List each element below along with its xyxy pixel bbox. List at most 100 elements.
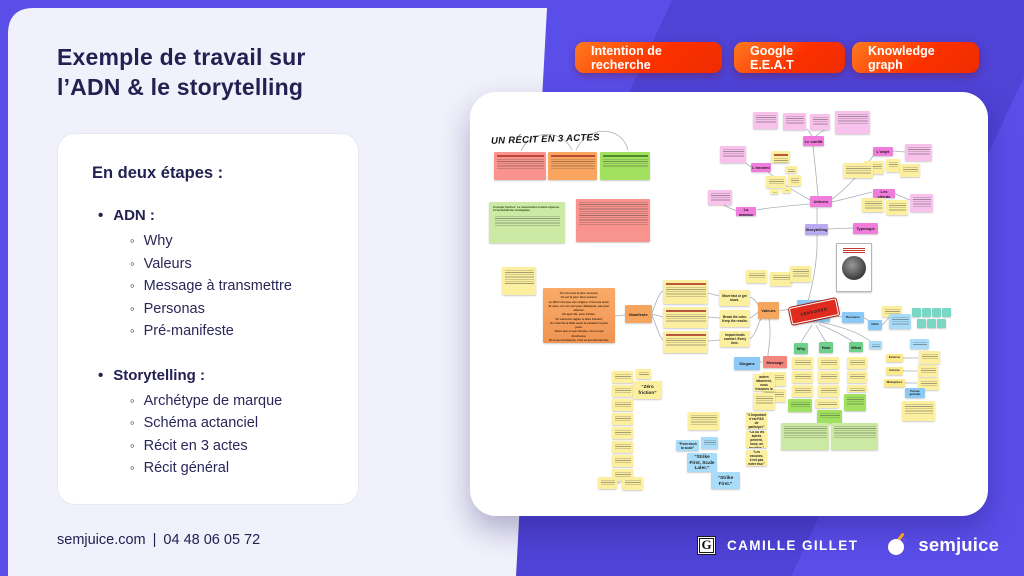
sticky-note — [612, 371, 633, 383]
sticky-note — [720, 146, 746, 163]
sticky-note: “Zéro friction” — [633, 381, 662, 399]
sticky-note — [600, 152, 650, 180]
adn-items: Why Valeurs Message à transmettre Person… — [92, 230, 324, 343]
sticky-note: Interne — [886, 367, 903, 375]
sticky-note — [688, 412, 719, 430]
sticky-note — [612, 413, 633, 425]
node-typologie: Typologie — [853, 223, 878, 234]
sticky-note — [910, 194, 933, 212]
phone-number: 04 48 06 05 72 — [163, 532, 261, 548]
list-item: Pré-manifeste — [130, 320, 324, 343]
node-le-conflit: Le conflit — [803, 136, 824, 146]
sticky-note — [818, 357, 839, 369]
list-item: Message à transmettre — [130, 275, 324, 298]
button-google-eeat[interactable]: Google E.E.A.T — [734, 42, 845, 73]
sticky-note — [847, 371, 867, 383]
archetype-book-image — [836, 243, 872, 292]
sticky-note: Break the rules. Keep the results. — [720, 310, 750, 327]
sticky-note — [612, 455, 633, 467]
sticky-note — [905, 144, 932, 161]
sticky-note: “Là où les autres tâtonnent, nous trouvo… — [753, 374, 775, 391]
sticky-note — [746, 270, 767, 283]
steps-card: En deux étapes : • ADN : Why Valeurs Mes… — [57, 133, 359, 505]
sticky-note — [919, 351, 940, 364]
node-manifeste: Manifeste — [625, 305, 652, 323]
sticky-note — [783, 113, 806, 130]
steps-heading: En deux étapes : — [92, 164, 224, 182]
sticky-note — [792, 371, 813, 383]
node-valeurs: Valeurs — [758, 302, 779, 319]
sticky-note — [818, 385, 839, 397]
sticky-note: “Là où les autres peinent, nous, on accé… — [746, 431, 767, 448]
sticky-note — [922, 308, 931, 317]
button-knowledge-graph[interactable]: Knowledge graph — [852, 42, 979, 73]
node-univers: Univers — [810, 196, 832, 207]
sticky-note — [889, 314, 911, 329]
sticky-note — [663, 280, 708, 304]
list-item: Récit en 3 actes — [130, 435, 324, 458]
sticky-note — [753, 393, 775, 410]
concept-central-note: Concept Central : Le mouvement comme rép… — [489, 202, 565, 243]
sticky-note — [502, 267, 536, 295]
sticky-note — [910, 339, 929, 349]
sticky-note — [886, 200, 908, 215]
sticky-note — [781, 423, 829, 450]
sticky-note: “From stuck to scale” — [676, 440, 699, 451]
website-link[interactable]: semjuice.com — [57, 532, 146, 548]
sticky-note — [790, 266, 811, 282]
sticky-note — [494, 152, 546, 180]
sticky-note — [612, 385, 633, 397]
sticky-note — [770, 189, 779, 194]
brand-wordmark: semjuice — [918, 534, 1000, 555]
sticky-note: Métaphore — [884, 379, 905, 387]
contact-footer: semjuice.com | 04 48 06 05 72 — [57, 532, 260, 548]
node-l-ennemi: L'ennemi — [751, 163, 771, 172]
bullet-icon: • — [98, 207, 104, 224]
footer-separator: | — [152, 532, 157, 548]
sticky-note — [782, 187, 791, 193]
sticky-note: Pensée générale — [905, 388, 925, 398]
node-les-clients: Les clients — [873, 189, 895, 198]
sticky-note — [900, 164, 920, 177]
author-name: CAMILLE GILLET — [727, 537, 859, 553]
sticky-note — [612, 399, 633, 411]
sticky-note — [770, 272, 792, 286]
sticky-note — [815, 399, 839, 408]
sticky-note — [663, 331, 708, 353]
sticky-note — [622, 477, 643, 490]
sticky-note — [843, 163, 873, 178]
sticky-note — [636, 369, 651, 379]
section-adn: • ADN : — [98, 207, 155, 224]
sticky-note — [810, 114, 830, 130]
sticky-note — [753, 112, 778, 129]
sticky-note — [792, 357, 813, 369]
sticky-note — [598, 477, 617, 489]
sticky-note — [912, 308, 921, 317]
author-brand: G CAMILLE GILLET semjuice — [697, 532, 1000, 557]
sticky-note — [932, 308, 941, 317]
button-intention-de-recherche[interactable]: Intention de recherche — [575, 42, 722, 73]
bullet-icon: • — [98, 366, 104, 384]
sticky-note — [792, 385, 813, 397]
sticky-note — [942, 308, 951, 317]
list-item: Why — [130, 230, 324, 253]
sticky-note — [918, 365, 938, 377]
node-how: How — [819, 342, 833, 353]
sticky-note — [612, 427, 633, 439]
sticky-note — [831, 423, 878, 450]
sticky-note — [701, 437, 718, 449]
sticky-note — [817, 410, 842, 424]
sticky-note — [847, 385, 867, 392]
sticky-note — [869, 341, 882, 349]
page-title: Exemple de travail sur l’ADN & le storyt… — [57, 44, 306, 100]
sticky-note — [771, 151, 790, 163]
sticky-note: Impact beats comfort. Every time. — [720, 331, 750, 347]
list-item: Schéma actanciel — [130, 412, 324, 435]
sticky-note — [882, 306, 902, 317]
sticky-note — [548, 152, 597, 180]
sticky-note — [788, 175, 801, 186]
sticky-note — [927, 319, 936, 328]
node-slogans: Slogans — [734, 357, 760, 370]
node-cible: Cible — [868, 320, 882, 330]
